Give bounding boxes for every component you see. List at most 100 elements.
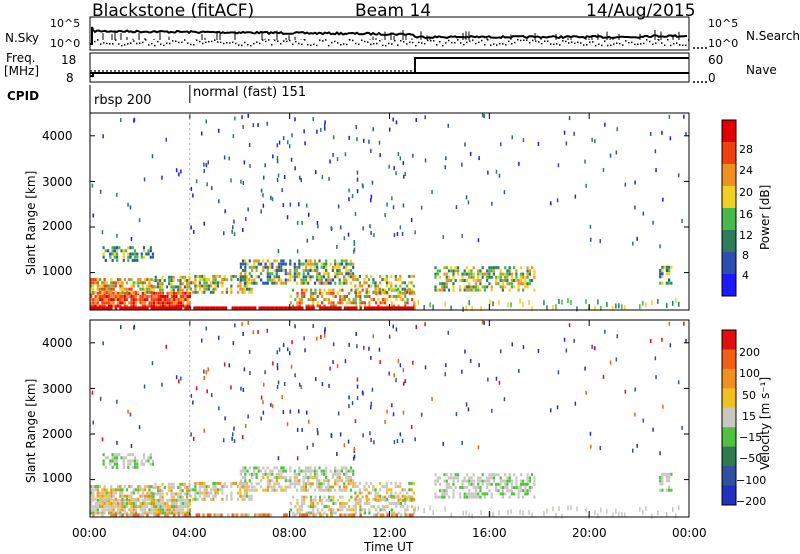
velocity-cell: [584, 366, 586, 371]
power-cell: [309, 265, 312, 269]
power-cell: [352, 278, 355, 282]
power-cell: [247, 207, 249, 212]
velocity-cell: [463, 479, 466, 483]
power-cell: [157, 291, 160, 295]
velocity-cell: [325, 479, 328, 483]
velocity-cell: [203, 497, 206, 501]
velocity-cell: [127, 409, 129, 414]
nsearch-dot: [130, 42, 132, 44]
freq-label-line1: Freq.: [6, 51, 36, 65]
power-cell: [101, 301, 104, 305]
power-cell: [519, 266, 522, 270]
velocity-cell: [108, 497, 111, 501]
velocity-cell: [459, 495, 462, 499]
velocity-cell: [128, 498, 131, 502]
velocity-cell: [443, 479, 446, 483]
power-cell: [317, 224, 319, 229]
velocity-cell: [522, 479, 525, 483]
velocity-cell: [322, 488, 326, 492]
velocity-cell: [490, 492, 493, 496]
power-cell: [410, 218, 413, 222]
velocity-cell: [271, 404, 274, 409]
velocity-cell: [203, 485, 206, 489]
power-cell: [556, 198, 559, 203]
nsearch-dot: [196, 39, 198, 42]
velocity-cell: [273, 485, 276, 489]
velocity-cell: [399, 491, 402, 495]
power-cell: [289, 278, 292, 282]
power-cell: [305, 288, 308, 292]
power-cell: [309, 262, 312, 266]
nsearch-dot: [151, 42, 153, 45]
xlabel: Time UT: [364, 540, 414, 554]
velocity-cell: [367, 485, 370, 489]
velocity-cell: [445, 489, 448, 493]
power-cell: [275, 265, 278, 269]
power-cell: [370, 230, 372, 235]
power-cell: [271, 265, 274, 269]
power-cell: [396, 232, 399, 236]
velocity-cell: [101, 437, 104, 442]
power-cell: [269, 262, 272, 266]
velocity-cell: [438, 489, 442, 493]
power-cell: [122, 258, 125, 262]
power-cell: [216, 284, 219, 288]
power-cell: [103, 287, 106, 291]
power-cell: [357, 295, 360, 298]
power-cell: [438, 288, 442, 292]
velocity-cell: [291, 482, 294, 486]
velocity-cell: [127, 465, 130, 469]
velocity-cell: [90, 497, 93, 501]
velocity-cell: [151, 459, 155, 463]
velocity-cell: [474, 492, 478, 496]
velocity-cell: [345, 472, 348, 476]
velocity-cell: [275, 466, 278, 470]
velocity-cell: [242, 476, 245, 479]
velocity-cell: [105, 497, 108, 501]
velocity-cell: [91, 390, 94, 395]
nsearch-dot: [133, 40, 135, 42]
velocity-cell: [250, 494, 253, 498]
power-cell: [642, 211, 645, 216]
velocity-cell: [384, 495, 387, 499]
velocity-cell: [133, 459, 137, 463]
velocity-cell: [99, 396, 102, 401]
velocity-cell: [313, 476, 317, 479]
velocity-cell: [357, 502, 360, 505]
velocity-cell: [374, 488, 377, 492]
power-cell: [334, 295, 337, 298]
power-cell: [233, 232, 236, 237]
nsearch-dot: [427, 39, 429, 42]
velocity-cell: [110, 485, 113, 489]
velocity-cell: [110, 494, 113, 498]
velocity-cell: [188, 502, 191, 505]
nsearch-dot: [592, 41, 594, 43]
velocity-cell: [243, 494, 246, 498]
velocity-cell: [289, 482, 292, 486]
velocity-cell: [286, 485, 290, 489]
nsearch-dot: [406, 43, 408, 45]
power-cell: [406, 290, 409, 294]
power-cell: [205, 281, 208, 285]
nsearch-dot: [142, 41, 144, 44]
power-cell: [134, 295, 138, 298]
power-cell: [173, 298, 176, 302]
power-cell: [337, 306, 340, 311]
power-cell: [211, 186, 213, 191]
velocity-cell: [558, 506, 560, 511]
power-cell: [262, 193, 264, 198]
power-cell: [251, 306, 255, 311]
velocity-cell: [524, 489, 527, 493]
power-cell: [179, 298, 182, 302]
velocity-cell: [131, 459, 134, 463]
velocity-cell: [108, 508, 111, 512]
power-cell: [105, 281, 108, 285]
power-cell: [112, 295, 115, 298]
velocity-cell: [147, 459, 150, 463]
power-cell: [501, 282, 504, 286]
power-cell: [173, 301, 176, 305]
velocity-cell: [537, 348, 540, 353]
power-cell: [210, 281, 213, 285]
velocity-cell: [155, 498, 158, 502]
power-cell: [385, 281, 388, 285]
